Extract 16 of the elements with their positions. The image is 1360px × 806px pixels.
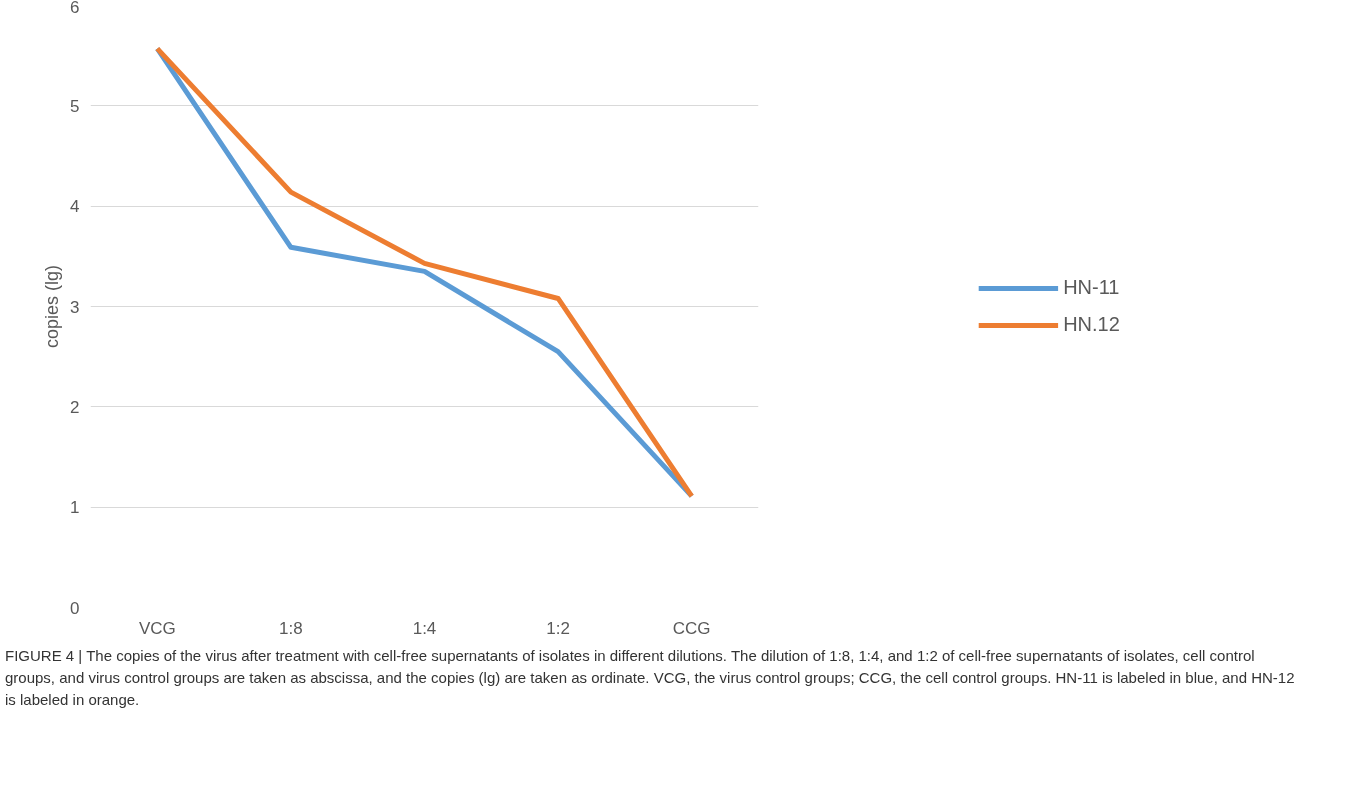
x-tick-label: 1:4 xyxy=(412,618,437,638)
y-tick-label: 2 xyxy=(70,397,80,417)
x-tick-label: VCG xyxy=(138,618,176,638)
y-tick-label: 1 xyxy=(70,498,80,518)
legend-label: HN.12 xyxy=(1063,313,1120,336)
y-axis-title: copies (lg) xyxy=(42,264,63,349)
y-tick-label: 5 xyxy=(70,96,80,116)
y-tick-label: 4 xyxy=(70,197,80,217)
x-tick-label: 1:8 xyxy=(279,618,303,638)
y-tick-label: 3 xyxy=(70,297,80,317)
x-tick-label: CCG xyxy=(672,618,711,638)
y-tick-label: 6 xyxy=(70,0,80,17)
legend-label: HN-11 xyxy=(1063,276,1120,299)
caption: FIGURE 4 | The copies of the virus after treatment with cell-free supernatants of isolates in different dilutions. The dilution of 1:8, 1:4, and 1:2 of cell-free supernatants of isolates, cell control groups, and virus control groups are taken as abscissa, and the copies (lg) are taken as ordinate. VCG, the virus control groups; CCG, the cell control groups. HN-11 is labeled in blue, and HN-12 is labeled in orange. xyxy=(5,646,1296,710)
x-tick-label: 1:2 xyxy=(546,618,570,638)
y-tick-label: 0 xyxy=(70,598,80,618)
